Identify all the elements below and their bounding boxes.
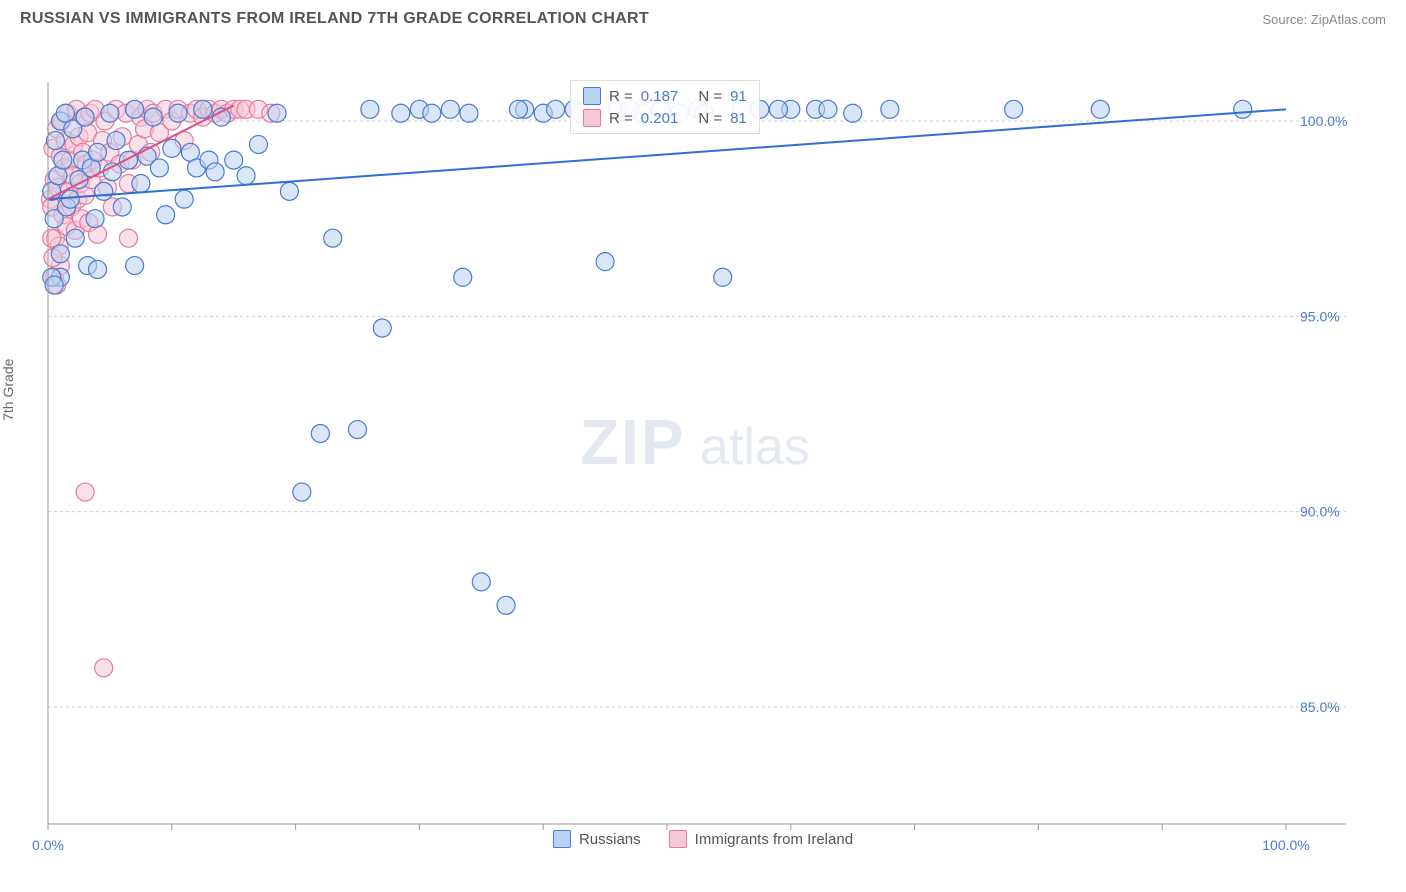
data-point (150, 159, 168, 177)
data-point (95, 659, 113, 677)
stat-r-label: R = (609, 110, 633, 127)
data-point (169, 104, 187, 122)
data-point (54, 151, 72, 169)
data-point (119, 151, 137, 169)
data-point (423, 104, 441, 122)
stat-r-label: R = (609, 88, 633, 105)
data-point (76, 483, 94, 501)
data-point (144, 108, 162, 126)
watermark-atlas: atlas (700, 418, 810, 476)
data-point (46, 132, 64, 150)
data-point (361, 100, 379, 118)
data-point (103, 163, 121, 181)
data-point (280, 182, 298, 200)
data-point (714, 268, 732, 286)
data-point (194, 100, 212, 118)
data-point (126, 100, 144, 118)
data-point (89, 225, 107, 243)
data-point (89, 260, 107, 278)
swatch-russians-icon (553, 830, 571, 848)
stat-n-label: N = (698, 110, 722, 127)
stat-r-russians: 0.187 (641, 88, 679, 105)
data-point (101, 104, 119, 122)
svg-text:85.0%: 85.0% (1300, 699, 1340, 715)
data-point (1005, 100, 1023, 118)
watermark-zip: ZIP (580, 406, 686, 478)
data-point (497, 596, 515, 614)
data-point (1091, 100, 1109, 118)
data-point (126, 257, 144, 275)
data-point (51, 245, 69, 263)
data-point (1234, 100, 1252, 118)
data-point (769, 100, 787, 118)
stats-legend: R = 0.187 N = 91 R = 0.201 N = 81 (570, 80, 760, 134)
data-point (460, 104, 478, 122)
legend-label-russians: Russians (579, 831, 641, 848)
data-point (163, 139, 181, 157)
chart-container: 7th Grade ZIP atlas 0.0% 100.0% 85.0% 90.0%… (0, 34, 1406, 854)
data-point (206, 163, 224, 181)
data-point (373, 319, 391, 337)
svg-text:100.0%: 100.0% (1300, 113, 1347, 129)
swatch-ireland-icon (583, 109, 601, 127)
stats-row-russians: R = 0.187 N = 91 (583, 87, 747, 105)
stats-row-ireland: R = 0.201 N = 81 (583, 109, 747, 127)
svg-text:90.0%: 90.0% (1300, 504, 1340, 520)
data-point (268, 104, 286, 122)
data-point (881, 100, 899, 118)
stat-n-ireland: 81 (730, 110, 747, 127)
data-point (132, 175, 150, 193)
data-point (324, 229, 342, 247)
data-point (509, 100, 527, 118)
svg-text:95.0%: 95.0% (1300, 308, 1340, 324)
data-point (107, 132, 125, 150)
data-point (547, 100, 565, 118)
data-point (113, 198, 131, 216)
series-legend: Russians Immigrants from Ireland (553, 830, 853, 848)
stat-n-russians: 91 (730, 88, 747, 105)
data-point (89, 143, 107, 161)
data-point (119, 229, 137, 247)
data-point (596, 253, 614, 271)
data-point (392, 104, 410, 122)
swatch-ireland-icon (669, 830, 687, 848)
data-point (76, 108, 94, 126)
legend-item-russians: Russians (553, 830, 641, 848)
svg-text:0.0%: 0.0% (32, 837, 64, 853)
data-point (472, 573, 490, 591)
data-point (844, 104, 862, 122)
data-point (237, 167, 255, 185)
legend-label-ireland: Immigrants from Ireland (695, 831, 853, 848)
svg-text:100.0%: 100.0% (1262, 837, 1309, 853)
stat-r-ireland: 0.201 (641, 110, 679, 127)
scatter-chart: ZIP atlas 0.0% 100.0% 85.0% 90.0% 95.0% 100.0… (0, 34, 1406, 854)
data-point (349, 421, 367, 439)
swatch-russians-icon (583, 87, 601, 105)
data-point (43, 229, 61, 247)
data-point (66, 229, 84, 247)
data-point (441, 100, 459, 118)
data-point (819, 100, 837, 118)
legend-item-ireland: Immigrants from Ireland (669, 830, 853, 848)
stat-n-label: N = (698, 88, 722, 105)
data-point (95, 182, 113, 200)
data-point (225, 151, 243, 169)
data-point (249, 135, 267, 153)
data-point (86, 210, 104, 228)
y-axis-label: 7th Grade (0, 359, 16, 421)
chart-title: RUSSIAN VS IMMIGRANTS FROM IRELAND 7TH G… (20, 10, 649, 28)
data-point (157, 206, 175, 224)
data-point (61, 190, 79, 208)
data-point (311, 424, 329, 442)
data-point (175, 190, 193, 208)
data-point (293, 483, 311, 501)
source-label: Source: ZipAtlas.com (1262, 12, 1386, 27)
data-point (454, 268, 472, 286)
